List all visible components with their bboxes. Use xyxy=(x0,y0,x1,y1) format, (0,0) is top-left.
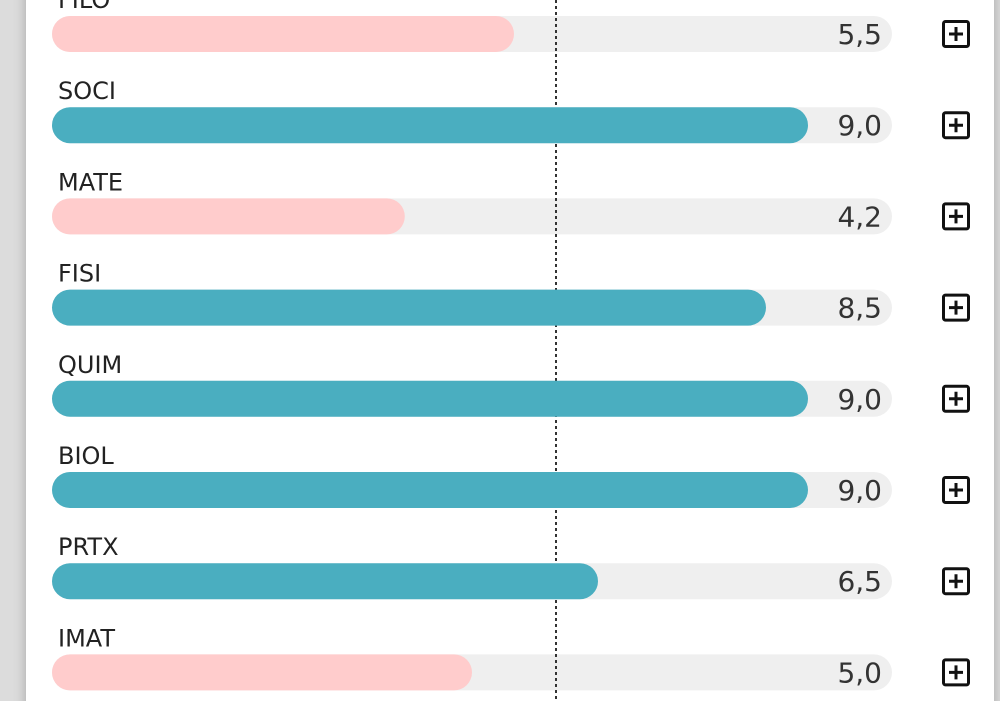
bar xyxy=(52,472,808,508)
expand-icon-plus xyxy=(949,483,963,497)
value-label: 6,5 xyxy=(837,565,882,598)
expand-icon-box xyxy=(942,111,970,140)
value-label: 9,0 xyxy=(837,383,882,416)
value-label: 5,5 xyxy=(837,18,882,51)
expand-button[interactable] xyxy=(942,476,970,504)
expand-icon-box xyxy=(942,567,970,596)
expand-icon-plus xyxy=(949,209,963,224)
expand-icon-box xyxy=(942,476,970,504)
expand-icon-plus xyxy=(949,665,963,680)
bar xyxy=(52,198,405,235)
category-label: FISI xyxy=(58,260,101,288)
category-label: QUIM xyxy=(58,351,122,379)
expand-button[interactable] xyxy=(942,658,970,687)
bar xyxy=(52,289,766,326)
expand-icon-plus xyxy=(949,391,963,406)
expand-button[interactable] xyxy=(942,20,970,48)
value-label: 4,2 xyxy=(837,200,882,233)
expand-button[interactable] xyxy=(942,202,970,231)
category-label: BIOL xyxy=(58,442,114,470)
expand-icon-plus xyxy=(949,118,963,133)
expand-icon-plus xyxy=(949,574,963,589)
chart: FILO 5,5 SOCI 9,0 MATE 4,2 FISI 8,5 QUIM 9,0 BIOL 9… xyxy=(52,0,970,701)
value-label: 9,0 xyxy=(837,109,882,142)
value-label: 5,0 xyxy=(837,656,882,689)
expand-button[interactable] xyxy=(942,384,970,413)
expand-button[interactable] xyxy=(942,567,970,596)
category-label: SOCI xyxy=(58,77,116,105)
bar xyxy=(52,654,472,691)
expand-icon-box xyxy=(942,20,970,48)
category-label: IMAT xyxy=(58,624,115,652)
expand-icon-box xyxy=(942,384,970,413)
category-label: MATE xyxy=(58,168,123,196)
value-label: 9,0 xyxy=(837,474,882,507)
expand-icon-box xyxy=(942,202,970,231)
bar xyxy=(52,16,514,52)
category-label: PRTX xyxy=(58,533,119,561)
expand-icon-plus xyxy=(949,300,963,315)
bar xyxy=(52,107,808,144)
expand-icon-plus xyxy=(949,27,963,41)
expand-button[interactable] xyxy=(942,111,970,140)
expand-button[interactable] xyxy=(942,293,970,322)
value-label: 8,5 xyxy=(837,292,882,325)
bar xyxy=(52,380,808,417)
bar xyxy=(52,563,598,600)
category-label: FILO xyxy=(58,0,110,14)
expand-icon-box xyxy=(942,293,970,322)
expand-icon-box xyxy=(942,658,970,687)
